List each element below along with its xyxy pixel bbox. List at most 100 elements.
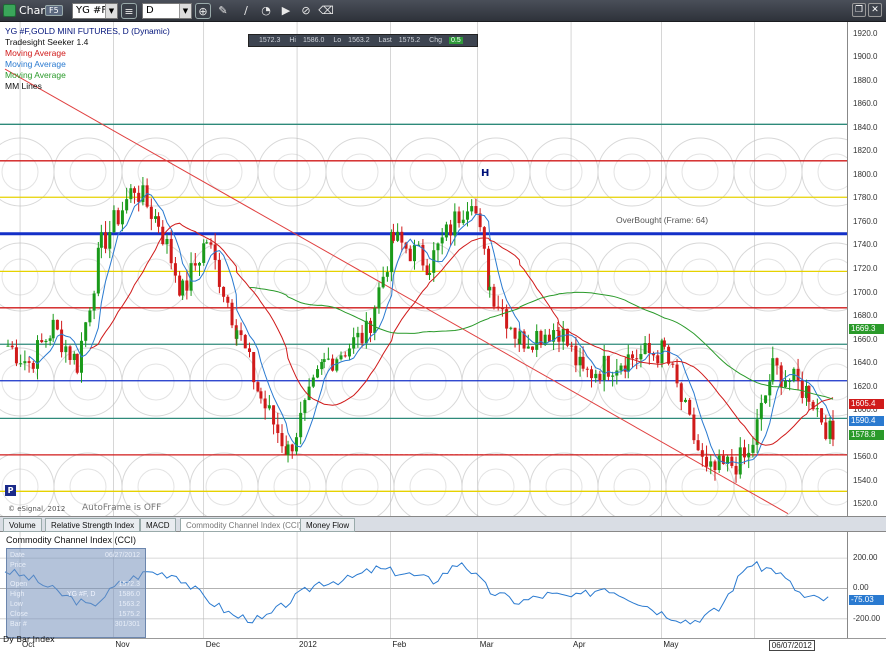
candle-body [343, 355, 347, 357]
legend-line-ma3[interactable]: Moving Average [5, 70, 66, 80]
tab-volume[interactable]: Volume [3, 518, 42, 532]
quote-high: 1586.0 [303, 37, 325, 44]
cci-title: Commodity Channel Index (CCI) [6, 535, 137, 545]
candle-body [738, 447, 742, 475]
candle-body [169, 238, 173, 264]
candle-body [539, 331, 543, 345]
candle-body [286, 444, 290, 456]
price-axis-tick: 1920.0 [853, 28, 878, 38]
candle-body [800, 380, 804, 398]
candle-body [453, 211, 457, 236]
eraser-icon[interactable]: ⌫ [318, 4, 334, 17]
quote-low-label: Lo [333, 37, 342, 44]
tab-macd[interactable]: MACD [140, 518, 176, 532]
chevron-down-icon[interactable]: ▼ [179, 4, 191, 18]
candle-body [55, 319, 59, 330]
candle-body [692, 414, 696, 441]
background-circles [0, 137, 847, 516]
date-axis-tick: Dec [205, 640, 220, 649]
price-axis-tick: 1720.0 [853, 264, 878, 273]
candle-body [474, 206, 478, 214]
link-icon[interactable]: ⊘ [301, 4, 311, 17]
cci-value-tag: -75.03 [849, 594, 884, 605]
cci-panel[interactable]: Commodity Channel Index (CCI) Date 06/27/… [0, 532, 848, 638]
play-icon[interactable]: ▶ [281, 4, 291, 17]
candle-body [683, 399, 687, 402]
candle-body [713, 461, 717, 471]
candles[interactable] [6, 176, 835, 483]
candle-body [561, 328, 565, 342]
close-icon[interactable]: ✕ [868, 3, 882, 17]
legend-line-ma2[interactable]: Moving Average [5, 59, 66, 69]
interval-input[interactable]: D ▼ [142, 3, 192, 19]
price-axis[interactable]: 1920.0 1900.0 1880.0 1860.0 1840.0 1820.0 1800… [848, 22, 886, 516]
legend-line-mm[interactable]: MM Lines [5, 81, 42, 91]
candle-body [408, 248, 412, 262]
price-axis-tick: 1700.0 [853, 287, 878, 297]
price-chart-svg[interactable] [0, 22, 848, 516]
candle-body [326, 358, 330, 360]
legend-line-seeker[interactable]: Tradesight Seeker 1.4 [5, 37, 89, 47]
candle-body [373, 308, 377, 333]
dw-symbol: YG #F, D [67, 591, 96, 598]
pencil-icon[interactable]: ✎ [218, 4, 228, 17]
candle-body [611, 375, 615, 377]
data-window[interactable]: Date 06/27/2012 Price Open 1572.3 High 1586… [6, 548, 146, 638]
candle-body [705, 456, 709, 467]
candle-body [400, 231, 404, 243]
price-axis-tick: 1800.0 [853, 169, 878, 179]
zoom-icon[interactable]: ◔ [261, 4, 271, 17]
quote-low: 1563.2 [348, 37, 370, 44]
restore-icon[interactable]: ❐ [852, 3, 866, 17]
cci-axis[interactable]: 200.00 0.00 -200.00 -75.03 [848, 532, 886, 638]
candle-body [626, 354, 630, 372]
chevron-down-icon[interactable]: ▼ [105, 4, 117, 18]
tab-money-flow[interactable]: Money Flow [300, 518, 356, 532]
p-badge[interactable]: P [5, 485, 16, 496]
date-axis[interactable]: Oct Nov Dec 2012 Feb Mar Apr May 06/07/2012 [0, 638, 886, 652]
candle-body [339, 355, 343, 360]
candle-body [531, 346, 535, 350]
quote-high-label: Hi [289, 37, 296, 44]
candle-body [112, 210, 116, 233]
candle-body [602, 355, 606, 381]
candle-body [154, 216, 158, 219]
candle-body [307, 386, 311, 401]
search-icon[interactable]: ⊕ [195, 3, 211, 19]
candle-body [630, 354, 634, 359]
tab-rsi[interactable]: Relative Strength Index [45, 518, 141, 532]
candle-body [639, 354, 643, 360]
symbol-menu-icon[interactable]: ≡ [121, 3, 137, 19]
candle-body [356, 332, 360, 338]
candle-body [178, 275, 182, 296]
price-tag: 1578.8 [849, 430, 884, 441]
candle-body [457, 211, 461, 224]
line-tool-icon[interactable]: ∕ [244, 4, 248, 17]
candle-body [606, 355, 610, 377]
candle-body [239, 330, 243, 336]
trendline [4, 68, 789, 515]
bottom-overlay: Dy Bar Index [3, 636, 55, 644]
candle-body [390, 232, 394, 273]
candle-body [518, 331, 522, 345]
candle-body [815, 408, 819, 410]
candle-body [747, 452, 751, 458]
candle-body [145, 185, 149, 207]
candle-body [64, 346, 68, 353]
price-chart-panel[interactable]: YG #F,GOLD MINI FUTURES, D (Dynamic) Tra… [0, 22, 848, 516]
price-axis-tick: 1900.0 [853, 52, 878, 62]
candle-body [700, 450, 704, 457]
candle-body [44, 340, 48, 343]
candle-body [771, 358, 775, 382]
candle-body [417, 244, 421, 246]
candle-body [165, 238, 169, 245]
tab-cci[interactable]: Commodity Channel Index (CCI) [180, 518, 308, 532]
candle-body [75, 353, 79, 373]
candle-body [129, 188, 133, 200]
legend-line-symbol[interactable]: YG #F,GOLD MINI FUTURES, D (Dynamic) [5, 26, 170, 36]
legend-line-ma1[interactable]: Moving Average [5, 48, 66, 58]
cci-axis-tick: 0.00 [853, 583, 869, 593]
symbol-input[interactable]: YG #F ▼ [72, 3, 118, 19]
candle-body [320, 361, 324, 370]
